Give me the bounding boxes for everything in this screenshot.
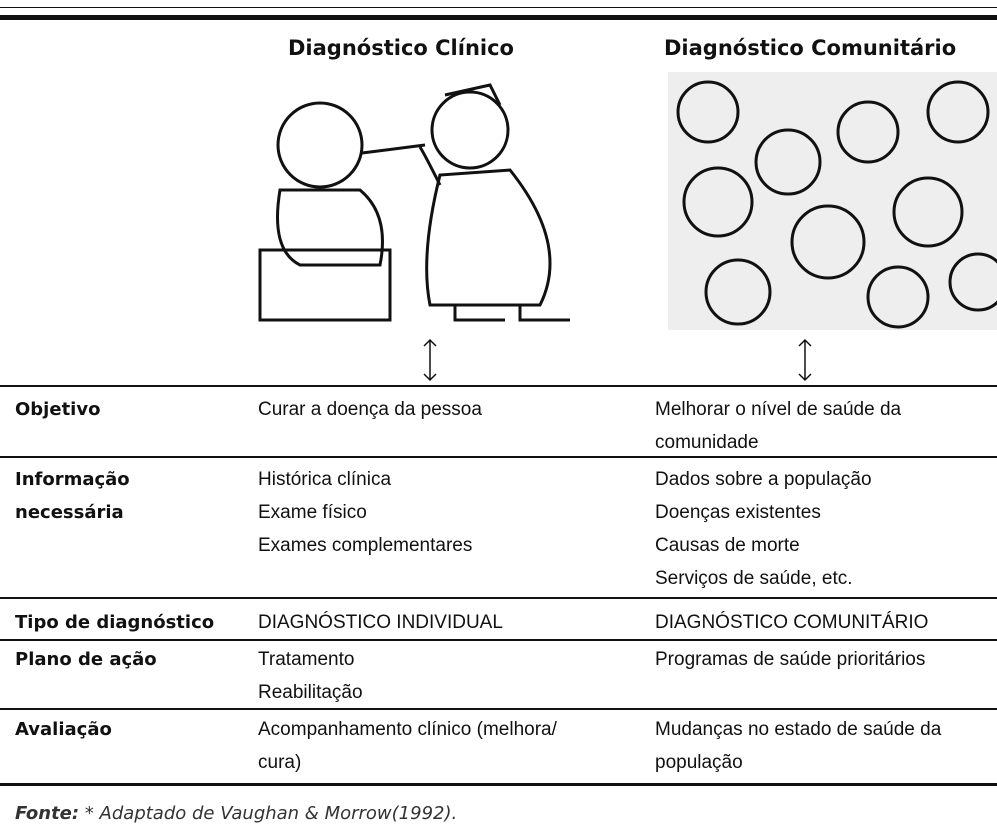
- community-cell: Melhorar o nível de saúde da: [655, 399, 902, 420]
- community-cell: DIAGNÓSTICO COMUNITÁRIO: [655, 612, 929, 633]
- arrow: [423, 338, 437, 382]
- community-illustration: [668, 72, 997, 330]
- community-cell: comunidade: [655, 432, 759, 453]
- row-rule: [0, 456, 997, 458]
- clinical-cell: cura): [258, 752, 302, 773]
- row-label: Plano de ação: [15, 649, 157, 670]
- clinical-cell: Tratamento: [258, 649, 355, 670]
- community-cell: Causas de morte: [655, 535, 800, 556]
- source: Fonte: * Adaptado de Vaughan & Morrow(19…: [15, 803, 457, 824]
- community-cell: Programas de saúde prioritários: [655, 649, 926, 670]
- clinical-cell: Exames complementares: [258, 535, 473, 556]
- clinical-cell: Acompanhamento clínico (melhora/: [258, 719, 557, 740]
- top-rule-thin: [0, 7, 997, 8]
- source-label: Fonte:: [15, 803, 80, 824]
- clinical-cell: Reabilitação: [258, 682, 363, 703]
- row-rule: [0, 639, 997, 641]
- column-header: Diagnóstico Comunitário: [664, 36, 957, 60]
- bottom-rule: [0, 783, 997, 786]
- clinical-cell: DIAGNÓSTICO INDIVIDUAL: [258, 612, 503, 633]
- community-cell: Mudanças no estado de saúde da: [655, 719, 942, 740]
- row-label: necessária: [15, 502, 124, 523]
- row-rule: [0, 597, 997, 599]
- row-label: Tipo de diagnóstico: [15, 612, 215, 633]
- clinical-cell: Exame físico: [258, 502, 367, 523]
- row-label: Informação: [15, 469, 130, 490]
- community-cell: Serviços de saúde, etc.: [655, 568, 853, 589]
- table-rule: [0, 385, 997, 387]
- community-cell: Doenças existentes: [655, 502, 821, 523]
- community-cell: Dados sobre a população: [655, 469, 872, 490]
- arrow: [798, 338, 812, 382]
- row-label: Avaliação: [15, 719, 112, 740]
- column-header: Diagnóstico Clínico: [288, 36, 514, 60]
- row-rule: [0, 708, 997, 710]
- community-cell: população: [655, 752, 743, 773]
- row-label: Objetivo: [15, 399, 101, 420]
- source-text: * Adaptado de Vaughan & Morrow(1992).: [84, 803, 458, 824]
- top-rule: [0, 15, 997, 20]
- clinical-illustration: [258, 83, 570, 322]
- clinical-cell: Histórica clínica: [258, 469, 392, 490]
- clinical-cell: Curar a doença da pessoa: [258, 399, 482, 420]
